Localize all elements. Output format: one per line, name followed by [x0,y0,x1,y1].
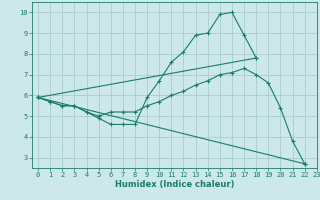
X-axis label: Humidex (Indice chaleur): Humidex (Indice chaleur) [115,180,234,189]
